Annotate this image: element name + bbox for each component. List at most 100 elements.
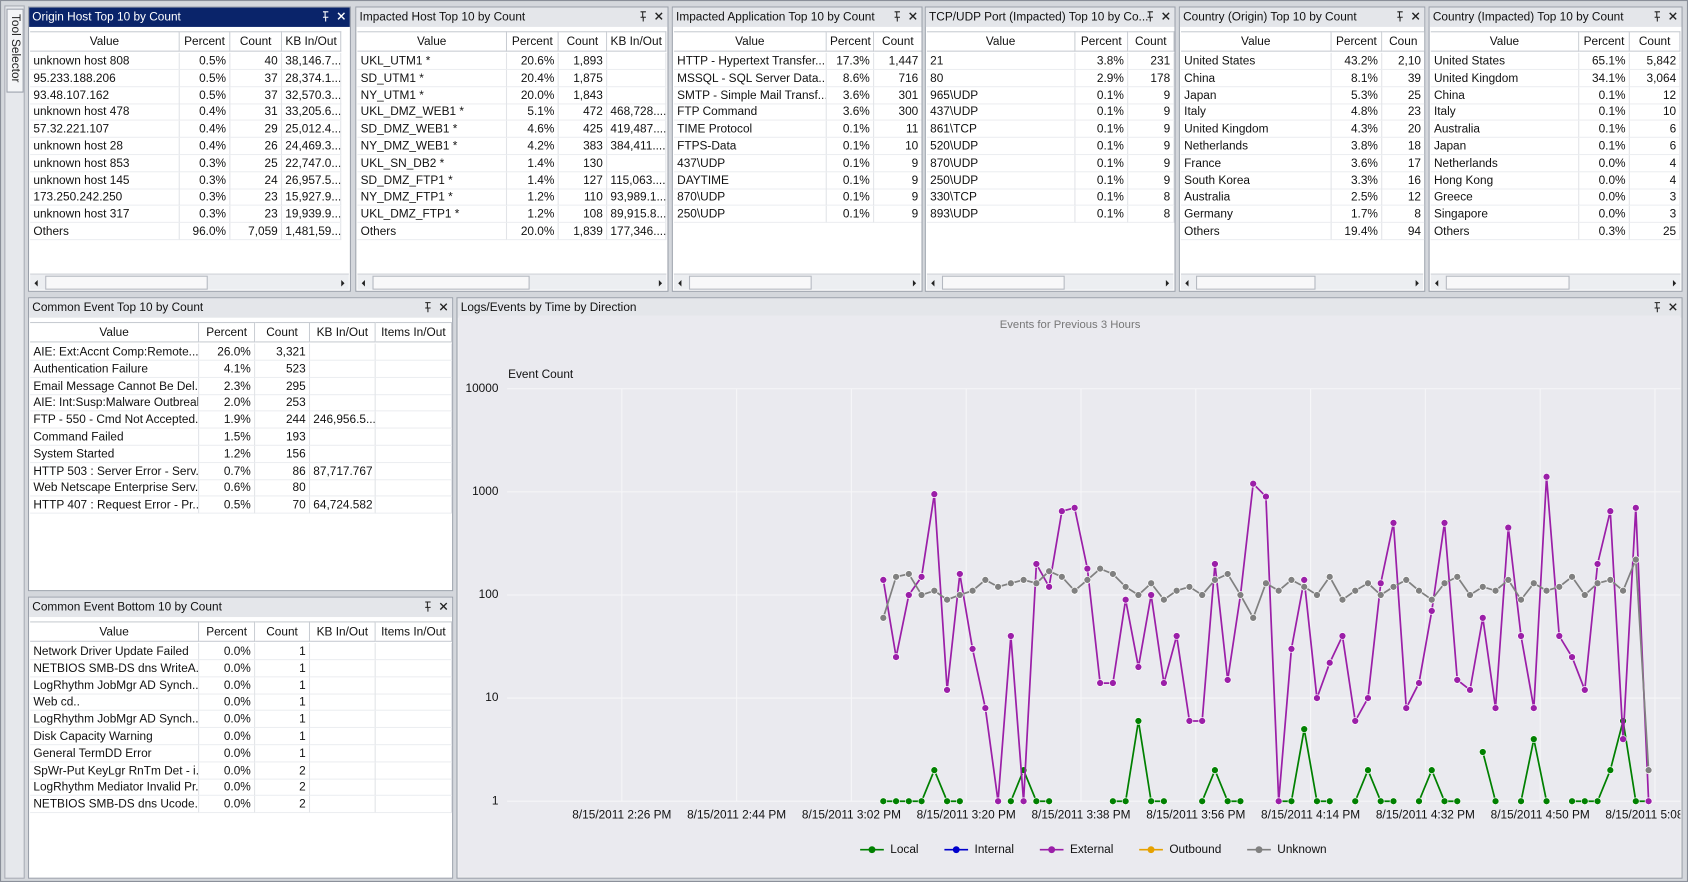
column-header[interactable]: Value	[30, 322, 199, 342]
column-header[interactable]: Value	[30, 621, 199, 641]
table-cell: United Kingdom	[1431, 70, 1580, 87]
scroll-left[interactable]	[30, 276, 43, 289]
tool-selector-label: Tool Selector	[9, 14, 22, 82]
table-cell: 193	[255, 429, 310, 446]
scroll-right[interactable]	[908, 276, 921, 289]
tool-selector-tab[interactable]: Tool Selector	[6, 9, 23, 93]
horizontal-scrollbar[interactable]	[674, 274, 921, 290]
data-point	[1543, 798, 1550, 805]
scroll-thumb[interactable]	[372, 276, 529, 290]
table-cell: 0.0%	[1579, 189, 1630, 206]
column-header[interactable]: KB In/Out	[310, 621, 376, 641]
table-cell: 3,321	[255, 344, 310, 361]
table-cell: 0.1%	[827, 155, 874, 172]
panel-icons[interactable]	[1654, 302, 1680, 314]
panel-icons[interactable]	[1396, 11, 1422, 23]
table-cell: NY_DMZ_WEB1 *	[357, 138, 507, 155]
scroll-right[interactable]	[1668, 276, 1681, 289]
panel-icons[interactable]	[1147, 11, 1173, 23]
column-header[interactable]: Count	[1128, 31, 1174, 51]
scroll-left[interactable]	[1181, 276, 1194, 289]
table-cell: 12	[1630, 87, 1681, 104]
column-header[interactable]: Count	[1630, 31, 1681, 51]
column-header[interactable]: Count	[874, 31, 922, 51]
panel-icons[interactable]	[424, 601, 450, 613]
scroll-left[interactable]	[674, 276, 687, 289]
column-header[interactable]: KB In/Out	[282, 31, 341, 51]
table-cell: 716	[874, 70, 922, 87]
table-cell: 23	[1382, 104, 1425, 121]
table-cell: FTP Command	[674, 104, 827, 121]
panel-icons[interactable]	[894, 11, 920, 23]
table-cell	[376, 643, 452, 660]
column-header[interactable]: Value	[674, 31, 827, 51]
table-cell: LogRhythm Mediator Invalid Pr...	[30, 779, 199, 796]
table-cell: 0.0%	[199, 796, 255, 813]
data-point	[1492, 798, 1499, 805]
column-header[interactable]: Count	[230, 31, 282, 51]
panel-icons[interactable]	[322, 11, 348, 23]
table-cell: 93,989.1...	[607, 189, 666, 206]
column-header[interactable]: Percent	[180, 31, 231, 51]
column-header[interactable]: Count	[559, 31, 607, 51]
table-cell: 0.3%	[1579, 223, 1630, 240]
column-header[interactable]: Value	[927, 31, 1076, 51]
table-cell: 0.0%	[199, 745, 255, 762]
table-cell: 178	[1128, 70, 1174, 87]
table-cell: 5.1%	[507, 104, 559, 121]
column-header[interactable]: Percent	[199, 621, 255, 641]
column-header[interactable]: KB In/Out	[607, 31, 666, 51]
scroll-thumb[interactable]	[689, 276, 812, 290]
column-header[interactable]: KB In/Out	[310, 322, 376, 342]
column-header[interactable]: Value	[1431, 31, 1580, 51]
table-cell: unknown host 145	[30, 172, 180, 189]
scroll-thumb[interactable]	[942, 276, 1065, 290]
column-header[interactable]: Percent	[1579, 31, 1630, 51]
panel-icons[interactable]	[424, 302, 450, 314]
horizontal-scrollbar[interactable]	[1431, 274, 1681, 290]
table-cell: 0.1%	[827, 172, 874, 189]
scroll-right[interactable]	[1160, 276, 1173, 289]
column-header[interactable]: Coun	[1382, 31, 1425, 51]
column-header[interactable]: Percent	[507, 31, 559, 51]
column-header[interactable]: Items In/Out	[376, 621, 452, 641]
column-header[interactable]: Count	[255, 621, 310, 641]
table-cell: 384,411....	[607, 138, 666, 155]
scroll-thumb[interactable]	[1196, 276, 1315, 290]
table-cell: 3	[1630, 189, 1681, 206]
panel-icons[interactable]	[1654, 11, 1680, 23]
scroll-right[interactable]	[653, 276, 666, 289]
scroll-left[interactable]	[357, 276, 370, 289]
scroll-left[interactable]	[1431, 276, 1444, 289]
column-header[interactable]: Percent	[1332, 31, 1383, 51]
scroll-thumb[interactable]	[45, 276, 208, 290]
column-header[interactable]: Value	[30, 31, 180, 51]
column-header[interactable]: Percent	[827, 31, 874, 51]
table-cell: 8	[1128, 189, 1174, 206]
column-header[interactable]: Value	[1181, 31, 1332, 51]
table-cell: 110	[559, 189, 607, 206]
scroll-thumb[interactable]	[1446, 276, 1570, 290]
column-header[interactable]: Items In/Out	[376, 322, 452, 342]
scroll-right[interactable]	[336, 276, 349, 289]
table-cell: 0.4%	[180, 104, 231, 121]
horizontal-scrollbar[interactable]	[927, 274, 1174, 290]
panel-icons[interactable]	[639, 11, 665, 23]
table-cell: unknown host 478	[30, 104, 180, 121]
column-header[interactable]: Count	[255, 322, 310, 342]
table-cell: SpWr-Put KeyLgr RnTm Det - i...	[30, 762, 199, 779]
column-header[interactable]: Percent	[1075, 31, 1128, 51]
column-header[interactable]: Percent	[199, 322, 255, 342]
table-cell: 23	[230, 189, 282, 206]
scroll-left[interactable]	[927, 276, 940, 289]
horizontal-scrollbar[interactable]	[1181, 274, 1423, 290]
column-header[interactable]: Value	[357, 31, 507, 51]
table-cell: 2	[255, 762, 310, 779]
scroll-right[interactable]	[1410, 276, 1423, 289]
data-point	[995, 798, 1002, 805]
table-cell: 1.9%	[199, 412, 255, 429]
x-tick-label: 8/15/2011 4:50 PM	[1491, 807, 1590, 821]
horizontal-scrollbar[interactable]	[30, 274, 349, 290]
data-point	[1428, 596, 1435, 603]
horizontal-scrollbar[interactable]	[357, 274, 666, 290]
